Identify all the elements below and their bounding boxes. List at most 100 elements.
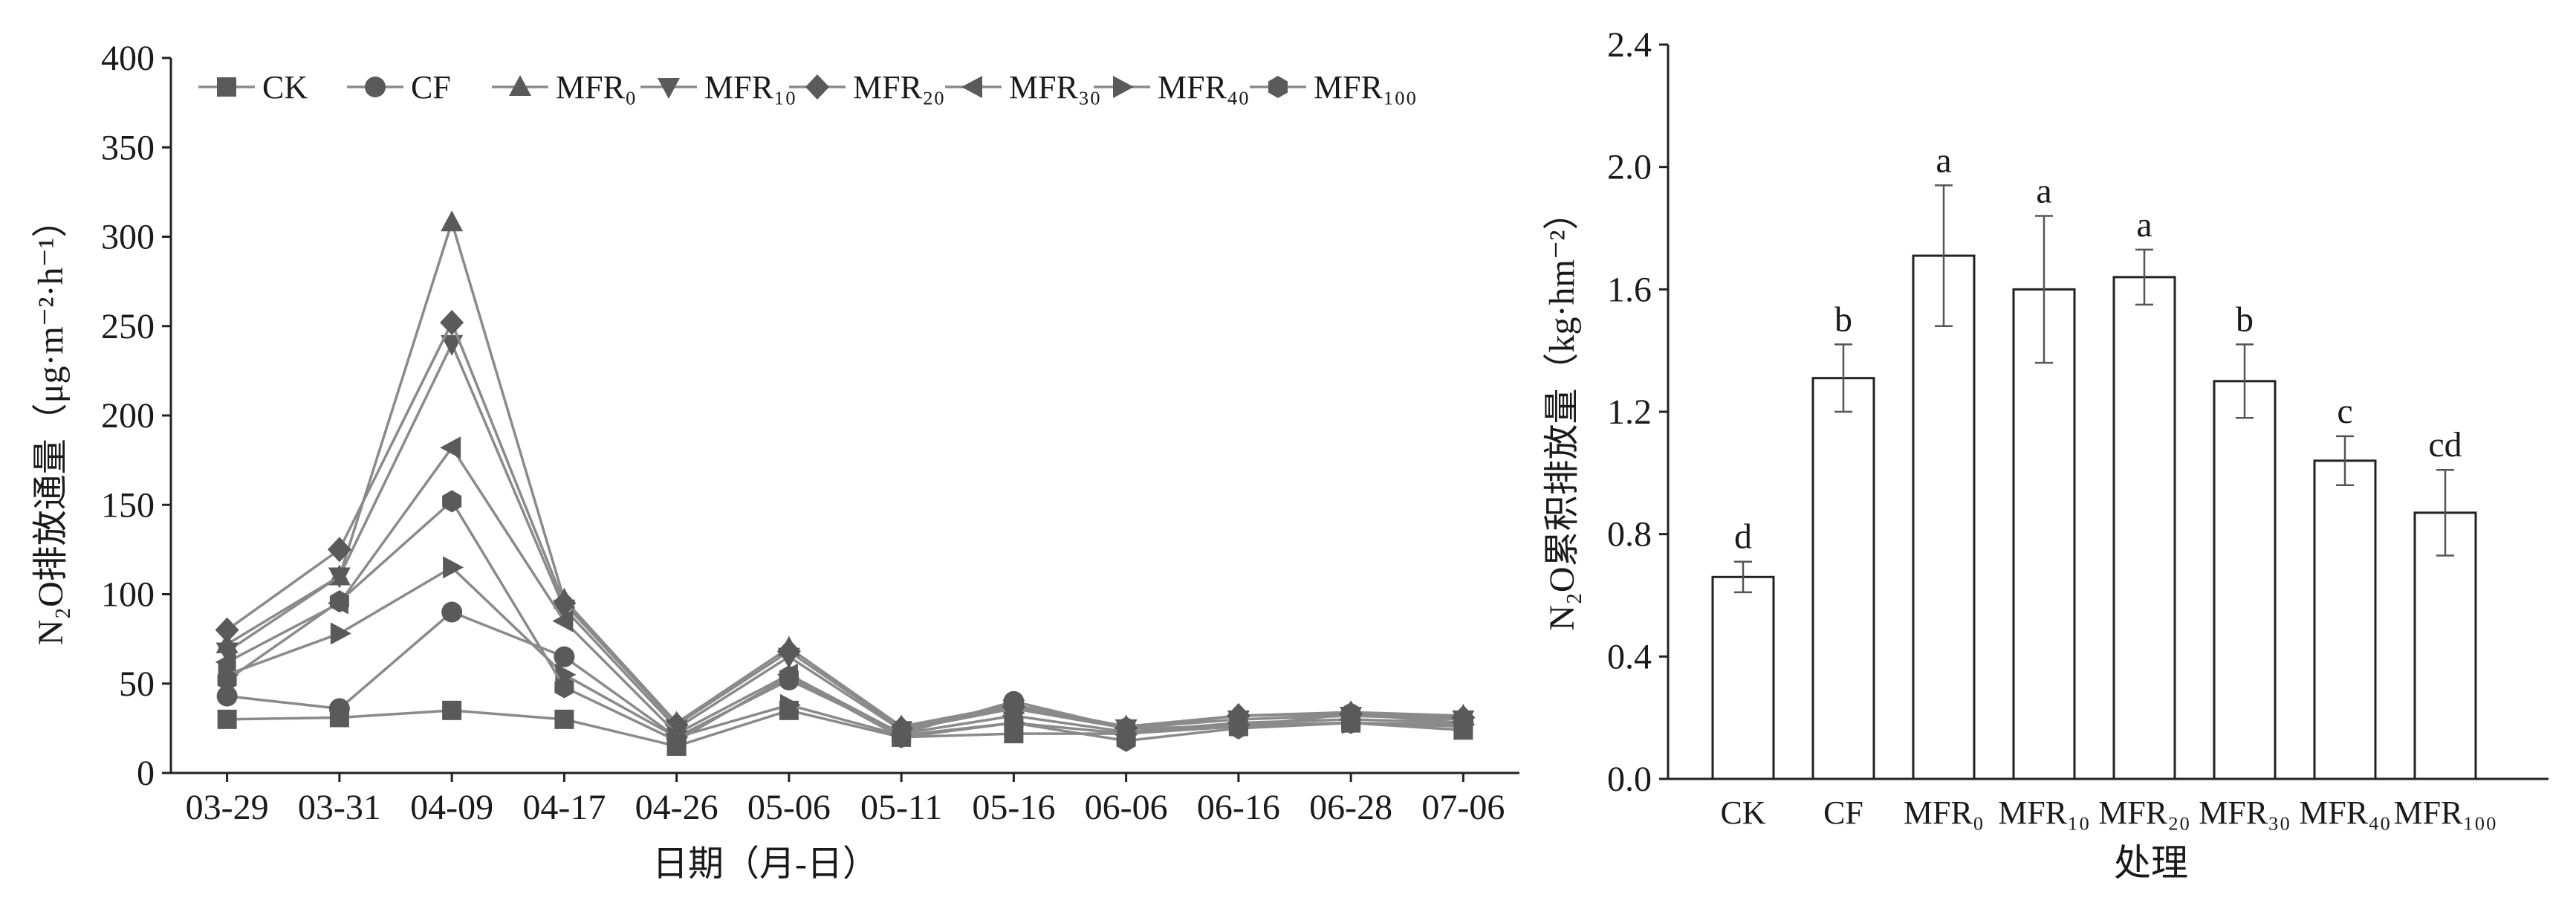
legend-label: MFR₃₀ [1009,69,1101,106]
line-chart-y-tick-label: 350 [101,128,155,167]
legend-label: CK [262,69,308,106]
bar-chart-y-tick-label: 0.4 [1607,637,1652,676]
data-point [442,700,462,720]
line-chart-x-axis: 03-29 03-31 04-09 04-17 04-26 05-06 05-11 05-16… [171,771,1519,827]
line-chart-x-tick-label: 03-31 [298,788,381,827]
line-chart-y-tick-label: 100 [101,575,155,615]
bar-rect [2213,380,2277,780]
data-point [440,436,461,459]
line-chart: 0 50 100 150 200 250 300 350 400 03-29 03-31 04-09… [31,39,1519,884]
significance-label: c [2337,392,2352,431]
legend-label: MFR₀ [556,69,636,106]
data-point [217,709,237,729]
line-chart-x-tick-label: 04-09 [410,788,493,827]
significance-label: b [2236,300,2254,339]
line-chart-y-axis: 0 50 100 150 200 250 300 350 400 [101,39,172,793]
significance-label: a [2036,172,2051,211]
bar-chart-y-axis: 0.0 0.4 0.8 1.2 1.6 2.0 2.4 [1607,25,1670,799]
legend-marker [805,74,829,100]
line-chart-y-axis-label: N₂O排放通量（μg·m⁻²·h⁻¹） [31,202,71,646]
series-line [226,218,1464,728]
bar-rect [1811,377,1875,780]
bar-rect [2112,276,2176,780]
bar-mfr-: a [2112,205,2176,780]
bar-rect [1912,254,1976,780]
line-chart-y-tick-label: 200 [101,396,155,436]
legend-item-mfr-: MFR₂₀ [789,69,945,106]
bar-chart: d b a a a b c cd 0.0 0.4 0.8 1.2 1.6 2.0 2.4 CK CF MFR₀… [1542,25,2549,884]
line-chart-y-tick-label: 400 [101,39,155,78]
legend-marker [509,75,531,96]
series-line [226,319,1464,730]
bar-mfr-: c [2313,392,2377,780]
bar-chart-x-tick-label: MFR₁₀₀ [2394,795,2497,831]
line-chart-y-tick-label: 150 [101,485,155,525]
legend-item-mfr-: MFR₃₀ [945,69,1101,106]
bar-rect [1711,575,1775,780]
data-point [554,646,575,667]
series-line [227,709,1464,748]
bar-mfr-: b [2213,300,2277,780]
data-point [776,638,801,664]
line-series-mfr- [215,334,1475,742]
line-chart-x-tick-label: 07-06 [1421,788,1505,827]
legend-marker [1113,76,1134,98]
line-chart-legend: CK CF MFR₀ MFR₁₀ MFR₂₀ MFR₃₀ MFR₄₀ MFR₁₀₀ [198,69,1417,106]
line-series-mfr- [217,490,1473,752]
bar-chart-y-tick-label: 1.6 [1607,270,1652,309]
data-point [441,210,464,232]
line-chart-y-tick-label: 250 [101,307,155,346]
line-chart-y-tick-label: 0 [137,754,155,793]
bar-chart-x-tick-label: MFR₃₀ [2199,795,2291,831]
bar-chart-plot: d b a a a b c cd [1711,140,2477,780]
significance-label: d [1734,517,1752,557]
bar-mfr-: cd [2413,425,2477,780]
bar-chart-x-tick-label: MFR₀ [1904,795,1984,831]
line-chart-x-axis-label: 日期（月-日） [652,844,878,884]
bar-chart-x-tick-label: MFR₁₀ [1998,795,2090,831]
line-chart-x-tick-label: 05-06 [747,788,831,827]
bar-ck: d [1711,517,1775,780]
bar-chart-x-tick-label: CF [1823,795,1863,831]
legend-label: CF [411,69,451,106]
line-series-ck [217,700,1473,756]
legend-marker [365,77,386,97]
data-point [441,601,463,623]
line-chart-y-tick-label: 50 [119,664,155,704]
bar-chart-x-tick-label: MFR₄₀ [2299,795,2391,831]
legend-item-mfr-: MFR₁₀₀ [1250,69,1417,106]
legend-item-mfr-: MFR₄₀ [1094,69,1250,106]
bar-chart-x-tick-label: CK [1720,795,1765,831]
bar-chart-y-tick-label: 0.0 [1607,760,1652,799]
bar-chart-y-tick-label: 1.2 [1607,392,1652,432]
legend-marker [217,77,236,97]
data-point [440,309,464,335]
legend-item-mfr-: MFR₁₀ [640,69,797,106]
bar-chart-x-axis-label: 处理 [2114,842,2188,884]
legend-label: MFR₂₀ [853,69,945,106]
legend-item-ck: CK [198,69,308,106]
legend-marker [658,78,680,99]
bar-chart-y-tick-label: 0.8 [1607,515,1652,554]
line-chart-x-tick-label: 06-28 [1309,788,1392,827]
bar-rect [2313,459,2377,780]
line-chart-plot [215,210,1476,756]
series-line [227,566,1464,739]
line-chart-x-tick-label: 03-29 [186,788,269,827]
line-chart-x-tick-label: 05-11 [860,788,942,827]
line-chart-x-tick-label: 05-16 [972,788,1055,827]
bar-rect [2413,511,2477,780]
line-series-mfr- [215,309,1476,741]
series-line [226,340,1464,732]
bar-rect [2012,288,2076,780]
line-chart-x-tick-label: 04-26 [635,788,718,827]
line-chart-x-tick-label: 04-17 [522,788,606,827]
bar-chart-y-tick-label: 2.4 [1607,25,1652,65]
series-line [226,499,1464,742]
bar-chart-x-tick-label: MFR₂₀ [2098,795,2190,831]
legend-label: MFR₁₀ [704,69,797,106]
significance-label: a [2136,205,2152,245]
bar-chart-y-axis-label: N₂O累积排放量（kg·hm⁻²） [1542,194,1582,630]
line-series-mfr- [215,210,1475,736]
